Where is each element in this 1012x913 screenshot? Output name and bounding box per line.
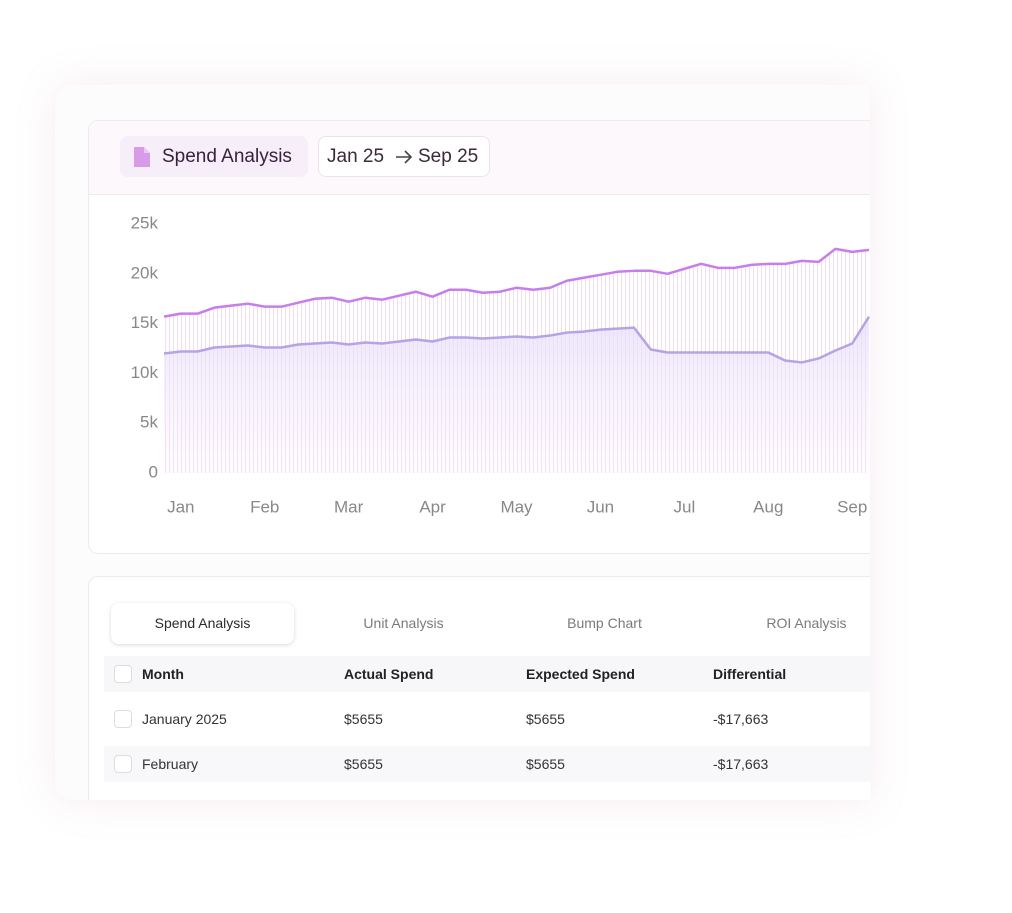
column-header: Expected Spend (526, 666, 635, 682)
x-tick-label: Mar (334, 497, 364, 516)
chart-header: Spend Analysis Jan 25 Sep 25 (89, 121, 870, 195)
area-fill (164, 316, 869, 473)
x-tick-label: Sep (837, 497, 867, 516)
report-pill[interactable]: Spend Analysis (120, 136, 308, 177)
y-tick-label: 10k (131, 363, 159, 382)
series-line (163, 247, 870, 318)
table-header: Month Actual Spend Expected Spend Different… (104, 656, 870, 692)
table-cell: February (142, 756, 199, 772)
series-line (163, 315, 870, 364)
y-tick-label: 0 (149, 462, 158, 481)
column-header: Differential (713, 666, 787, 682)
x-tick-label: Jun (587, 497, 614, 516)
arrow-icon (396, 150, 413, 164)
x-tick-label: Aug (753, 497, 783, 516)
column-header: Month (142, 666, 184, 682)
table-cell: -$17,663 (713, 711, 769, 727)
y-tick-label: 15k (131, 313, 159, 332)
chart-card: Spend Analysis Jan 25 Sep 25 0 5k 10k 15k 20… (88, 120, 870, 554)
x-tick-label: Jul (673, 497, 695, 516)
checkbox[interactable] (114, 665, 132, 683)
table-card: Spend Analysis Unit Analysis Bump Chart ROI… (88, 576, 870, 800)
table-cell: $5655 (526, 756, 565, 772)
table-cell: $5655 (344, 756, 383, 772)
doc-icon (134, 147, 150, 167)
checkbox[interactable] (114, 710, 132, 728)
table-row: February $5655 $5655 -$17,663 (104, 746, 870, 782)
table-cell: $5655 (526, 711, 565, 727)
x-tick-label: Feb (250, 497, 279, 516)
table-cell: -$17,663 (713, 756, 769, 772)
date-from: Jan 25 (327, 146, 385, 167)
y-tick-label: 20k (131, 263, 159, 282)
y-tick-label: 5k (140, 413, 158, 432)
x-tick-label: Jan (167, 497, 194, 516)
checkbox[interactable] (114, 755, 132, 773)
table-cell: January 2025 (142, 711, 227, 727)
tab[interactable]: Unit Analysis (363, 615, 444, 631)
tab[interactable]: Spend Analysis (111, 603, 294, 644)
x-tick-label: Apr (419, 497, 446, 516)
report-title: Spend Analysis (162, 146, 292, 167)
date-range[interactable]: Jan 25 Sep 25 (318, 136, 490, 177)
tab[interactable]: ROI Analysis (766, 615, 847, 631)
table-row: January 2025 $5655 $5655 -$17,663 (104, 701, 870, 737)
table-cell: $5655 (344, 711, 383, 727)
y-tick-label: 25k (131, 213, 159, 232)
line-chart: 0 5k 10k 15k 20k 25k Jan Feb Mar Apr May Jun Jul Aug S… (131, 213, 870, 516)
x-tick-label: May (500, 497, 533, 516)
tab[interactable]: Bump Chart (567, 615, 642, 631)
dashboard-card: Spend Analysis Jan 25 Sep 25 0 5k 10k 15k 20… (55, 85, 870, 800)
column-header: Actual Spend (344, 666, 434, 682)
date-to: Sep 25 (418, 146, 479, 167)
